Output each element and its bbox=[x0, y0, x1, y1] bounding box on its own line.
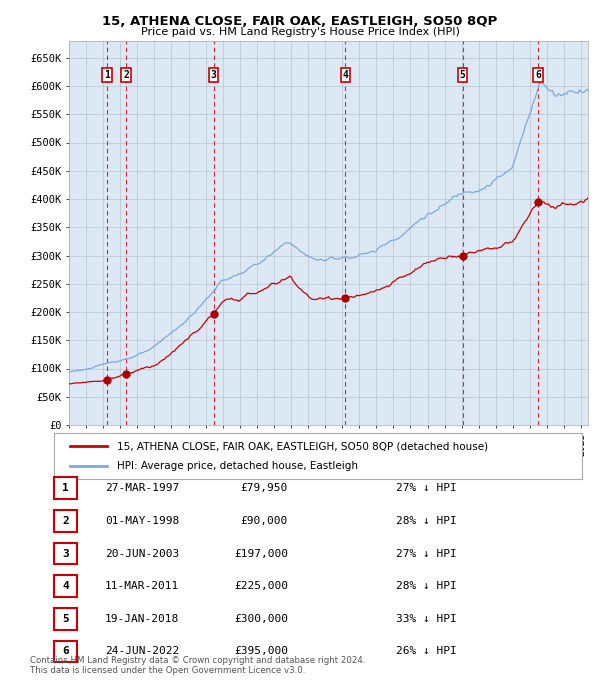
Text: 15, ATHENA CLOSE, FAIR OAK, EASTLEIGH, SO50 8QP: 15, ATHENA CLOSE, FAIR OAK, EASTLEIGH, S… bbox=[103, 15, 497, 28]
Text: 28% ↓ HPI: 28% ↓ HPI bbox=[396, 581, 457, 591]
Text: £225,000: £225,000 bbox=[234, 581, 288, 591]
Text: 24-JUN-2022: 24-JUN-2022 bbox=[105, 647, 179, 656]
Text: 01-MAY-1998: 01-MAY-1998 bbox=[105, 516, 179, 526]
Text: 6: 6 bbox=[62, 647, 69, 656]
Text: 26% ↓ HPI: 26% ↓ HPI bbox=[396, 647, 457, 656]
Text: Contains HM Land Registry data © Crown copyright and database right 2024.: Contains HM Land Registry data © Crown c… bbox=[30, 656, 365, 665]
Text: HPI: Average price, detached house, Eastleigh: HPI: Average price, detached house, East… bbox=[118, 462, 358, 471]
Text: 20-JUN-2003: 20-JUN-2003 bbox=[105, 549, 179, 558]
Text: 1: 1 bbox=[104, 70, 110, 80]
Text: £300,000: £300,000 bbox=[234, 614, 288, 624]
Text: 27% ↓ HPI: 27% ↓ HPI bbox=[396, 483, 457, 493]
Text: 2: 2 bbox=[123, 70, 129, 80]
Text: 6: 6 bbox=[535, 70, 541, 80]
Text: 27% ↓ HPI: 27% ↓ HPI bbox=[396, 549, 457, 558]
Text: £90,000: £90,000 bbox=[241, 516, 288, 526]
Text: 5: 5 bbox=[62, 614, 69, 624]
Text: 11-MAR-2011: 11-MAR-2011 bbox=[105, 581, 179, 591]
Text: 3: 3 bbox=[62, 549, 69, 558]
Text: 19-JAN-2018: 19-JAN-2018 bbox=[105, 614, 179, 624]
Text: This data is licensed under the Open Government Licence v3.0.: This data is licensed under the Open Gov… bbox=[30, 666, 305, 675]
Text: 27-MAR-1997: 27-MAR-1997 bbox=[105, 483, 179, 493]
Text: £197,000: £197,000 bbox=[234, 549, 288, 558]
Text: 3: 3 bbox=[211, 70, 217, 80]
Text: £79,950: £79,950 bbox=[241, 483, 288, 493]
Text: 33% ↓ HPI: 33% ↓ HPI bbox=[396, 614, 457, 624]
Text: 1: 1 bbox=[62, 483, 69, 493]
Text: 28% ↓ HPI: 28% ↓ HPI bbox=[396, 516, 457, 526]
Text: Price paid vs. HM Land Registry's House Price Index (HPI): Price paid vs. HM Land Registry's House … bbox=[140, 27, 460, 37]
Text: 5: 5 bbox=[460, 70, 466, 80]
Text: 4: 4 bbox=[62, 581, 69, 591]
Text: 15, ATHENA CLOSE, FAIR OAK, EASTLEIGH, SO50 8QP (detached house): 15, ATHENA CLOSE, FAIR OAK, EASTLEIGH, S… bbox=[118, 441, 488, 451]
Text: £395,000: £395,000 bbox=[234, 647, 288, 656]
Text: 4: 4 bbox=[343, 70, 349, 80]
Text: 2: 2 bbox=[62, 516, 69, 526]
